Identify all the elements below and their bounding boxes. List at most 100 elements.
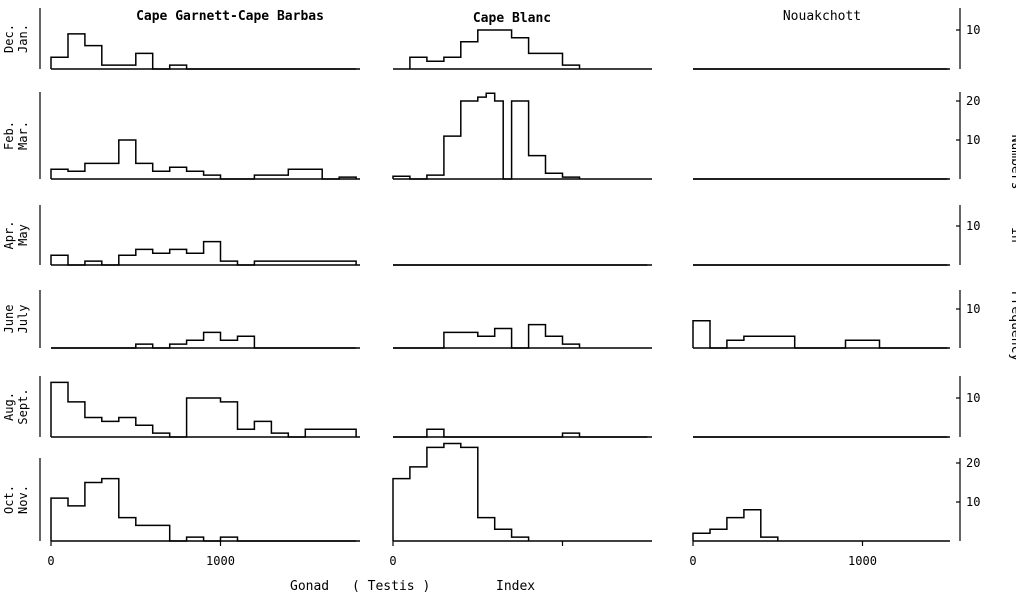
x-tick-label: 0 <box>389 554 396 568</box>
row-label-line: Mar. <box>16 121 30 150</box>
histogram-bin <box>85 418 102 438</box>
histogram-outline <box>50 33 357 70</box>
y-axis-title-frequency: Frequency <box>1008 291 1016 362</box>
x-tick-label: 0 <box>689 554 696 568</box>
histogram-outline <box>692 319 948 349</box>
histogram-bin <box>495 30 512 69</box>
row-label-line: Nov. <box>16 485 30 514</box>
histogram-cgcb <box>50 381 360 438</box>
row-panel-6 <box>39 442 950 542</box>
row-label-line: Jan. <box>16 24 30 53</box>
histogram-bin <box>136 525 170 541</box>
column-title-cape-blanc: Cape Blanc <box>473 11 551 26</box>
histogram-bin <box>512 537 529 541</box>
histogram-bin <box>761 537 778 541</box>
x-tick-label: 1000 <box>848 554 877 568</box>
histogram-bin <box>119 140 136 179</box>
histogram-bin <box>187 171 204 179</box>
y-axis-row-1: 10 <box>956 8 980 69</box>
y-tick-label: 20 <box>966 94 980 108</box>
histogram-outline <box>50 477 357 542</box>
histogram-bin <box>486 93 495 179</box>
histogram-bin <box>187 340 204 348</box>
histogram-cgcb <box>50 33 360 70</box>
histogram-bin <box>136 163 153 179</box>
histogram-bin <box>393 479 410 541</box>
histogram-bin <box>170 167 187 179</box>
histogram-cgcb <box>50 240 360 266</box>
histogram-bin <box>51 169 68 179</box>
row-label-line: Aug. <box>2 392 16 421</box>
column-title-cape-garnett-cape-barbas: Cape Garnett-Cape Barbas <box>136 9 324 24</box>
histogram-bin <box>288 169 322 179</box>
histogram-bin <box>546 53 563 69</box>
histogram-bin <box>51 57 68 69</box>
histogram-bin <box>846 340 880 348</box>
y-axis-row-3: 10 <box>956 205 980 265</box>
histogram-bin <box>254 421 271 437</box>
histogram-bin <box>204 332 221 348</box>
histogram-bin <box>136 344 153 348</box>
histogram-bin <box>204 175 221 179</box>
histogram-bin <box>529 53 546 69</box>
histogram-bin <box>85 483 102 542</box>
histogram-bin <box>119 65 136 69</box>
y-tick-label: 10 <box>966 302 980 316</box>
histogram-bin <box>102 479 119 541</box>
x-axis-title-testis: ( Testis ) <box>352 579 430 594</box>
histogram-bin <box>727 518 744 541</box>
histogram-bin <box>68 506 85 541</box>
histogram-nk <box>692 319 950 349</box>
histogram-bin <box>51 382 68 437</box>
histogram-bin <box>119 418 136 438</box>
histogram-bin <box>136 425 153 437</box>
histogram-bin <box>461 42 478 69</box>
histogram-outline <box>393 428 648 438</box>
row-label-line: Feb. <box>2 121 16 150</box>
histogram-bin <box>710 529 727 541</box>
row-label-line: June <box>2 305 16 334</box>
histogram-bin <box>546 336 563 348</box>
histogram-outline <box>409 29 581 69</box>
histogram-bin <box>102 421 119 437</box>
y-axis-title-in: in <box>1008 227 1016 243</box>
histogram-bin <box>427 429 444 437</box>
histogram-bin <box>393 176 410 179</box>
histogram-cb <box>393 428 652 438</box>
histogram-bin <box>271 433 288 437</box>
histogram-bin <box>153 171 170 179</box>
histogram-outline <box>392 92 581 180</box>
histogram-cb <box>392 442 652 542</box>
histogram-bin <box>410 467 427 541</box>
column-titles: Cape Garnett-Cape Barbas Cape Blanc Noua… <box>136 9 861 26</box>
histogram-bin <box>85 46 102 69</box>
y-tick-label: 10 <box>966 23 980 37</box>
histogram-bin <box>153 253 170 265</box>
row-labels: Dec. Jan. Feb. Mar. Apr. May June July Aug. Sept.… <box>2 24 30 514</box>
histogram-bin <box>744 510 761 541</box>
histogram-bin <box>221 261 238 265</box>
histogram-bin <box>427 175 444 179</box>
row-panel-1 <box>39 8 950 70</box>
histogram-cb <box>392 92 652 180</box>
histogram-bin <box>444 136 461 179</box>
histogram-bin <box>444 444 461 542</box>
histogram-bin <box>204 242 221 265</box>
histogram-bin <box>221 537 238 541</box>
histogram-bin <box>187 253 204 265</box>
histogram-bin <box>478 30 495 69</box>
y-axis-title: Frequency in Numbers <box>1008 135 1016 362</box>
histogram-bin <box>495 329 512 349</box>
x-axis-title: Gonad ( Testis ) Index <box>290 579 535 594</box>
histogram-bin <box>187 537 204 541</box>
histogram-bin <box>461 447 478 541</box>
histogram-cb <box>393 29 652 70</box>
y-tick-label: 10 <box>966 495 980 509</box>
y-axis-row-6: 10 20 <box>956 456 980 541</box>
histogram-cb <box>393 323 652 349</box>
histogram-bin <box>170 249 187 265</box>
histogram-bin <box>563 65 580 69</box>
histogram-bin <box>85 163 119 179</box>
histogram-bin <box>170 344 187 348</box>
